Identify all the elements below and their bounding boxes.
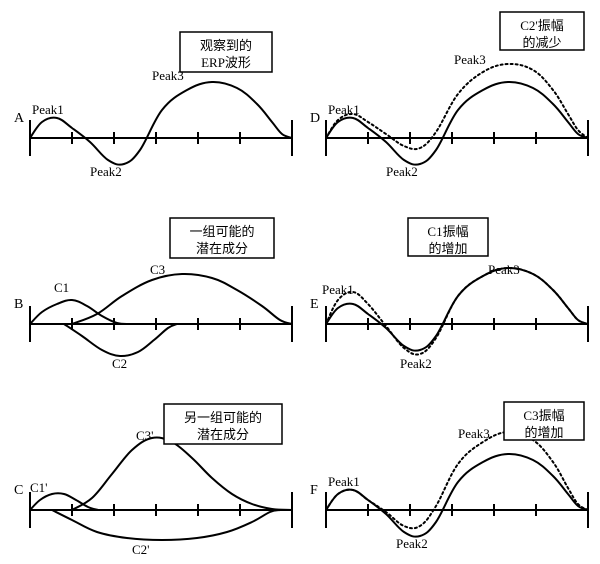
label: Peak1 bbox=[32, 102, 64, 117]
annotation-text: 潜在成分 bbox=[197, 427, 249, 442]
label: Peak1 bbox=[322, 282, 354, 297]
label: Peak2 bbox=[386, 164, 418, 179]
label: Peak3 bbox=[454, 52, 486, 67]
curve-B-1 bbox=[72, 274, 292, 324]
label: Peak3 bbox=[488, 262, 520, 277]
curve-C-1 bbox=[72, 438, 292, 510]
label: Peak1 bbox=[328, 102, 360, 117]
panel-letter: D bbox=[310, 111, 320, 126]
annotation-text: 观察到的 bbox=[200, 38, 252, 53]
label: Peak1 bbox=[328, 474, 360, 489]
annotation-text: 一组可能的 bbox=[189, 224, 254, 239]
label: C1 bbox=[54, 280, 69, 295]
panel-C: C C1' C3' C2' 另一组可能的潜在成分 bbox=[14, 404, 292, 557]
curve-F-1 bbox=[326, 432, 588, 528]
panel-letter: B bbox=[14, 297, 23, 312]
panel-F: F Peak1 Peak2 Peak3 C3振幅的增加 bbox=[310, 402, 588, 551]
curve-C-2 bbox=[52, 510, 280, 540]
label: Peak3 bbox=[458, 426, 490, 441]
label: Peak2 bbox=[396, 536, 428, 551]
label: Peak3 bbox=[152, 68, 184, 83]
label: Peak2 bbox=[90, 164, 122, 179]
panel-B: B C1 C3 C2 一组可能的潜在成分 bbox=[14, 218, 292, 371]
annotation-text: ERP波形 bbox=[201, 55, 251, 70]
label: C1' bbox=[30, 480, 48, 495]
annotation-text: C2'振幅 bbox=[520, 18, 564, 33]
curve-D-1 bbox=[326, 64, 588, 149]
panel-letter: A bbox=[14, 111, 25, 126]
erp-diagram: A Peak1 Peak2 Peak3 观察到的 ERP波形 B C1 C3 C2 一组可能的潜在成… bbox=[0, 0, 600, 564]
annotation-text: 的增加 bbox=[428, 241, 467, 256]
annotation-text: 的增加 bbox=[524, 425, 563, 440]
curve-E-0 bbox=[326, 268, 588, 351]
annotation-text: C3振幅 bbox=[523, 408, 564, 423]
panel-E: EPeak1 Peak2 Peak3 C1振幅的增加 bbox=[310, 218, 588, 371]
label: C2 bbox=[112, 356, 127, 371]
panel-D: D Peak1 Peak2 Peak3 C2'振幅的减少 bbox=[310, 12, 588, 179]
annotation-text: 潜在成分 bbox=[196, 241, 248, 256]
panel-A: A Peak1 Peak2 Peak3 观察到的 ERP波形 bbox=[14, 32, 292, 179]
label: C3' bbox=[136, 428, 154, 443]
panel-letter: E bbox=[310, 297, 319, 312]
annotation-text: 另一组可能的 bbox=[184, 410, 262, 425]
curve-B-2 bbox=[64, 324, 177, 356]
label: C2' bbox=[132, 542, 150, 557]
label: C3 bbox=[150, 262, 165, 277]
panel-letter: F bbox=[310, 483, 318, 498]
annotation-text: 的减少 bbox=[522, 35, 561, 50]
annotation-text: C1振幅 bbox=[427, 224, 468, 239]
curve-A-0 bbox=[30, 82, 292, 165]
panel-letter: C bbox=[14, 483, 23, 498]
label: Peak2 bbox=[400, 356, 432, 371]
